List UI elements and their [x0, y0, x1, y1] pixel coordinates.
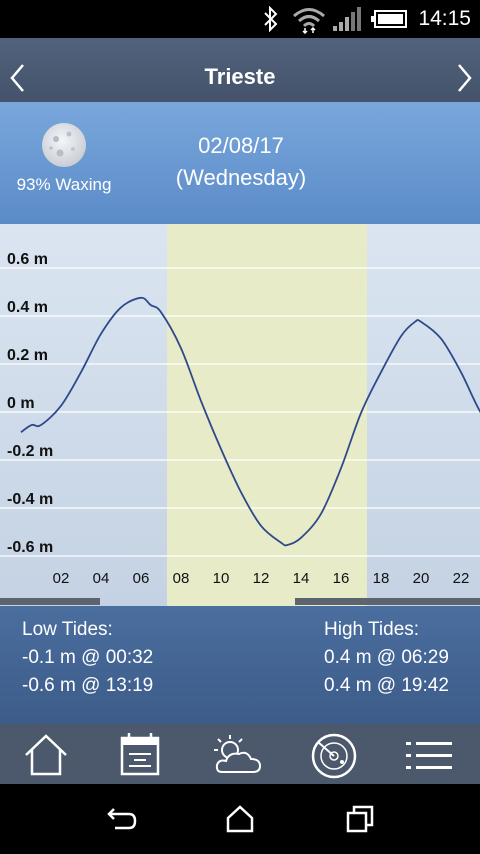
- x-tick-label: 10: [213, 570, 230, 587]
- tide-chart[interactable]: 0.6 m 0.4 m 0.2 m 0 m -0.2 m -0.4 m -0.6 m02 04…: [0, 224, 480, 606]
- low-tides-column: Low Tides: -0.1 m @ 00:32 -0.6 m @ 13:19: [22, 616, 153, 700]
- scroll-indicator: [295, 598, 480, 605]
- y-tick-label: -0.6 m: [7, 539, 53, 556]
- x-tick-label: 04: [93, 570, 110, 587]
- page-title: Trieste: [204, 64, 276, 89]
- chevron-left-icon[interactable]: [4, 60, 34, 96]
- weekday-line: (Wednesday): [175, 165, 307, 190]
- back-icon[interactable]: [103, 804, 139, 834]
- menu-icon[interactable]: [402, 730, 458, 780]
- high-tide-entry: 0.4 m @ 19:42: [324, 675, 449, 696]
- bluetooth-icon: [264, 6, 278, 32]
- moon-phase-label: 93% Waxing: [16, 175, 112, 194]
- daylight-band: [167, 224, 367, 606]
- high-tide-entry: 0.4 m @ 06:29: [324, 647, 449, 668]
- home-icon[interactable]: [18, 730, 74, 780]
- weather-icon[interactable]: [208, 730, 268, 780]
- high-tides-heading: High Tides:: [324, 619, 420, 640]
- signal-icon: [333, 7, 361, 31]
- x-tick-label: 08: [173, 570, 190, 587]
- tide-curve: [20, 296, 480, 547]
- tides-summary: Low Tides: -0.1 m @ 00:32 -0.6 m @ 13:19…: [0, 606, 480, 724]
- x-tick-label: 18: [373, 570, 390, 587]
- home-nav-icon[interactable]: [222, 804, 258, 834]
- x-tick-label: 16: [333, 570, 350, 587]
- status-time: 14:15: [418, 7, 471, 30]
- y-tick-label: -0.4 m: [7, 491, 53, 508]
- x-tick-label: 06: [133, 570, 150, 587]
- moon-icon: [42, 123, 86, 167]
- low-tide-entry: -0.1 m @ 00:32: [22, 647, 154, 668]
- x-tick-label: 20: [413, 570, 430, 587]
- scroll-indicator: [0, 598, 100, 605]
- x-tick-label: 14: [293, 570, 310, 587]
- calendar-icon[interactable]: [112, 730, 168, 780]
- date-line: 02/08/17: [198, 133, 284, 158]
- battery-icon: [371, 10, 407, 28]
- x-tick-label: 02: [53, 570, 70, 587]
- y-tick-label: 0.2 m: [7, 347, 48, 364]
- high-tides-column: High Tides: 0.4 m @ 06:29 0.4 m @ 19:42: [324, 616, 449, 700]
- low-tides-heading: Low Tides:: [22, 619, 113, 640]
- bottom-toolbar: [0, 724, 480, 784]
- recents-icon[interactable]: [342, 804, 378, 834]
- y-tick-label: -0.2 m: [7, 443, 53, 460]
- status-bar: 14:15: [0, 0, 480, 38]
- system-navigation-bar: [0, 784, 480, 854]
- y-tick-label: 0.6 m: [7, 251, 48, 268]
- y-tick-label: 0 m: [7, 395, 35, 412]
- low-tide-entry: -0.6 m @ 13:19: [22, 675, 154, 696]
- wifi-icon: [293, 8, 325, 34]
- chevron-right-icon[interactable]: [448, 60, 478, 96]
- y-tick-label: 0.4 m: [7, 299, 48, 316]
- date-display: 02/08/17 (Wednesday): [150, 130, 332, 194]
- x-tick-label: 12: [253, 570, 270, 587]
- moon-date-panel: 93% Waxing 02/08/17 (Wednesday): [0, 102, 480, 224]
- header: Trieste: [0, 38, 480, 102]
- x-tick-label: 22: [453, 570, 470, 587]
- radar-icon[interactable]: [306, 730, 362, 780]
